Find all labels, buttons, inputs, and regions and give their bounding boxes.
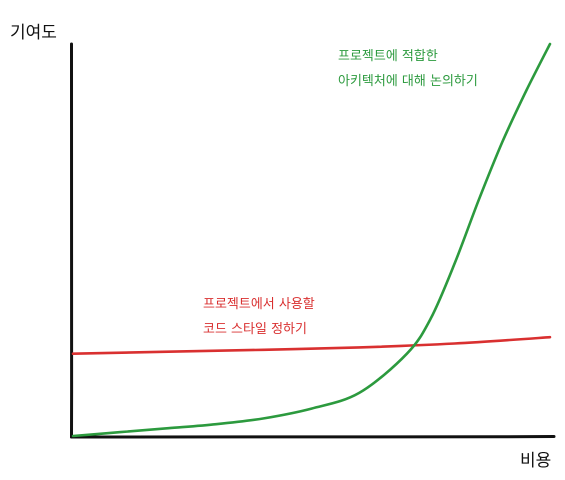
red-series-line xyxy=(71,335,552,355)
green-series-annotation-line-2: 아키텍처에 대해 논의하기 xyxy=(338,74,478,89)
x-axis-label: 비용 xyxy=(520,451,551,471)
y-axis-label: 기여도 xyxy=(10,23,57,43)
series-layer xyxy=(71,42,552,438)
green-series-line xyxy=(71,42,552,438)
green-series-annotation-line-1: 프로젝트에 적합한 xyxy=(338,49,438,64)
red-series-annotation-line-2: 코드 스타일 정하기 xyxy=(203,322,307,337)
red-series-annotation-line-1: 프로젝트에서 사용할 xyxy=(203,297,315,312)
x-axis xyxy=(70,435,556,439)
